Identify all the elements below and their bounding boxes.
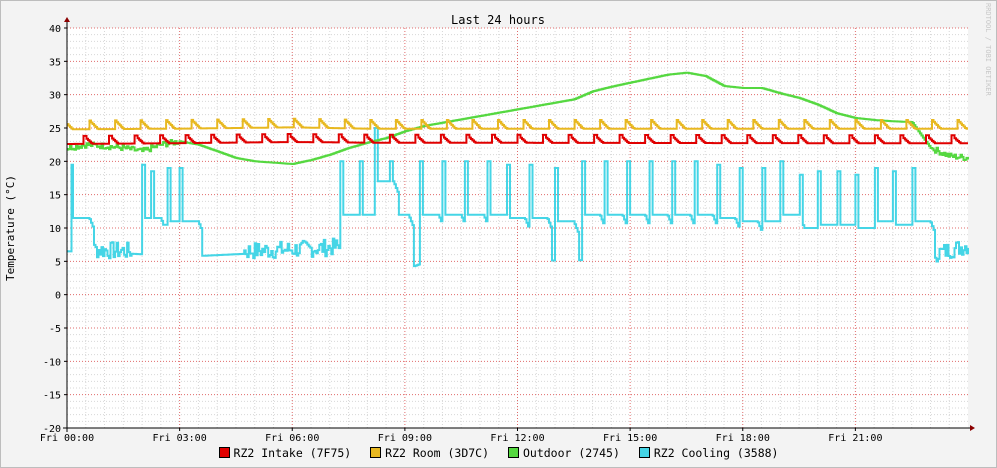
axes <box>63 17 975 432</box>
legend-label-intake: RZ2 Intake (7F75) <box>233 446 352 460</box>
y-tick-labels: -20 -15 -10 -5 0 5 10 15 20 25 30 35 40 <box>43 24 61 435</box>
y-tick-label: 15 <box>49 191 61 202</box>
legend-swatch-intake <box>218 447 230 458</box>
y-tick-label: 25 <box>49 124 61 135</box>
legend-item-cooling: RZ2 Cooling (3588) <box>638 446 779 460</box>
x-tick-labels: Fri 00:00 Fri 03:00 Fri 06:00 Fri 09:00 Fri … <box>40 433 883 444</box>
series-line-cooling <box>67 127 969 268</box>
y-axis-label: Temperature (°C) <box>4 175 17 281</box>
legend-swatch-outdoor <box>507 447 519 458</box>
y-tick-label: 10 <box>49 224 61 235</box>
x-axis-arrow <box>970 425 975 431</box>
legend-item-outdoor: Outdoor (2745) <box>507 446 620 460</box>
x-tick-label: Fri 21:00 <box>828 433 882 444</box>
x-tick-label: Fri 00:00 <box>40 433 94 444</box>
legend-item-intake: RZ2 Intake (7F75) <box>218 446 352 460</box>
series-line-room <box>67 117 968 131</box>
y-tick-label: 20 <box>49 157 61 168</box>
y-tick-label: -10 <box>43 357 61 368</box>
legend-swatch-cooling <box>638 447 650 458</box>
series-line-intake <box>67 133 968 145</box>
x-tick-label: Fri 12:00 <box>490 433 544 444</box>
y-tick-label: -20 <box>43 424 61 435</box>
y-tick-label: 35 <box>49 57 61 68</box>
y-axis-arrow <box>64 17 70 22</box>
y-tick-label: 0 <box>55 291 61 302</box>
series-layer <box>67 71 969 268</box>
x-tick-label: Fri 09:00 <box>378 433 432 444</box>
chart-title: Last 24 hours <box>451 13 545 27</box>
y-tick-label: 30 <box>49 91 61 102</box>
legend-item-room: RZ2 Room (3D7C) <box>370 446 489 460</box>
y-tick-label: -5 <box>49 324 61 335</box>
y-tick-label: -15 <box>43 391 61 402</box>
legend-label-room: RZ2 Room (3D7C) <box>385 446 490 460</box>
legend-label-outdoor: Outdoor (2745) <box>522 446 620 460</box>
watermark: RRDTOOL / TOBI OETIKER <box>984 3 992 97</box>
y-tick-label: 40 <box>49 24 61 35</box>
x-tick-label: Fri 18:00 <box>716 433 770 444</box>
legend: RZ2 Intake (7F75) RZ2 Room (3D7C) Outdoo… <box>0 446 997 460</box>
x-tick-label: Fri 03:00 <box>153 433 207 444</box>
legend-label-cooling: RZ2 Cooling (3588) <box>653 446 779 460</box>
legend-swatch-room <box>370 447 382 458</box>
x-tick-label: Fri 15:00 <box>603 433 657 444</box>
series-line-outdoor <box>67 71 969 165</box>
y-tick-label: 5 <box>55 257 61 268</box>
x-tick-label: Fri 06:00 <box>265 433 319 444</box>
